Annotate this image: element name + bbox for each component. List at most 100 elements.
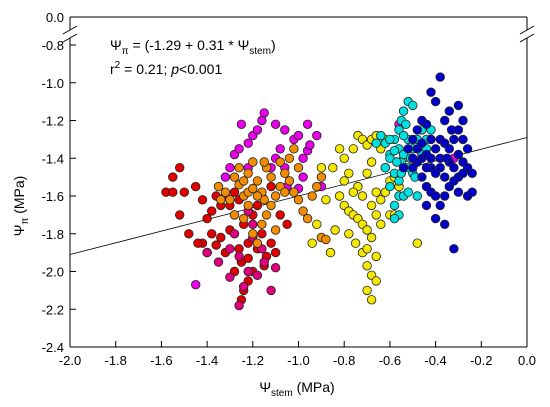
x-axis-title: Ψstem (MPa) [259, 379, 334, 399]
y-tick-label: -2.0 [42, 265, 64, 280]
data-point [408, 153, 418, 164]
x-tick-label: -1.4 [196, 353, 218, 368]
data-point [234, 162, 244, 173]
data-points [161, 72, 477, 311]
data-point [366, 200, 377, 211]
data-point [238, 213, 249, 224]
data-point [458, 168, 468, 179]
data-point [321, 234, 331, 245]
data-point [371, 276, 381, 286]
data-point [440, 191, 450, 201]
data-point [435, 200, 445, 211]
data-point [220, 172, 231, 182]
data-point [243, 138, 253, 148]
data-point [362, 244, 372, 254]
data-point [289, 187, 299, 197]
data-point [371, 251, 381, 262]
data-point [266, 200, 276, 211]
data-point [234, 251, 244, 262]
data-point [238, 176, 249, 186]
data-point [298, 153, 308, 164]
data-point [362, 168, 372, 179]
data-point [412, 238, 423, 248]
data-point [371, 138, 381, 148]
data-point [275, 144, 285, 154]
y-tick-label: -1.0 [42, 76, 64, 91]
data-point [234, 300, 244, 311]
data-point [174, 162, 185, 173]
data-point [213, 257, 224, 267]
data-point [261, 210, 272, 220]
data-point [275, 210, 285, 220]
data-point [350, 238, 361, 248]
data-point [408, 100, 418, 111]
data-point [344, 229, 354, 239]
data-point [325, 247, 336, 258]
data-point [316, 162, 327, 173]
data-point [179, 187, 190, 197]
data-point [412, 125, 423, 135]
data-point [202, 213, 212, 224]
data-point [440, 115, 450, 126]
data-point [366, 295, 377, 305]
data-point [467, 168, 477, 179]
data-point [266, 181, 276, 192]
data-point [366, 157, 377, 167]
data-point [168, 187, 178, 197]
axes [62, 16, 535, 348]
data-point [266, 285, 276, 296]
data-point [243, 266, 253, 277]
data-point [211, 240, 221, 250]
x-tick-label: -0.8 [333, 353, 355, 368]
data-point [417, 138, 427, 148]
data-point [449, 244, 459, 254]
data-point [449, 134, 459, 145]
data-point [243, 253, 253, 263]
data-point [248, 183, 258, 194]
data-point [270, 119, 281, 130]
data-point [236, 119, 247, 130]
data-point [307, 191, 317, 201]
data-point [252, 270, 263, 281]
data-point [248, 157, 258, 167]
data-point [408, 134, 418, 145]
data-point [348, 187, 359, 197]
data-point [453, 125, 464, 135]
data-point [252, 191, 263, 201]
data-point [252, 176, 263, 186]
data-point [389, 213, 400, 224]
data-point [339, 153, 349, 164]
data-point [266, 238, 276, 248]
data-point [376, 219, 386, 230]
data-point [430, 144, 441, 154]
x-tick-label: -0.4 [424, 353, 446, 368]
data-point [421, 200, 432, 211]
data-point [444, 144, 455, 154]
data-point [444, 106, 455, 116]
data-point [385, 181, 395, 192]
data-point [259, 108, 269, 118]
data-point [435, 72, 445, 82]
data-point [229, 229, 240, 239]
data-point [312, 130, 322, 141]
data-point [259, 157, 269, 167]
data-point [421, 162, 432, 173]
data-point [321, 195, 331, 205]
y-tick-label: -1.2 [42, 114, 64, 129]
data-point [257, 219, 267, 230]
data-point [266, 172, 276, 182]
data-point [376, 130, 386, 141]
x-tick-label: -1.8 [104, 353, 126, 368]
data-point [270, 191, 281, 201]
x-tick-label: -0.2 [470, 353, 492, 368]
data-point [371, 210, 381, 220]
data-point [312, 219, 322, 230]
data-point [417, 115, 427, 126]
y-tick-label: -1.6 [42, 189, 64, 204]
x-tick-label: -1.0 [287, 353, 309, 368]
data-point [380, 162, 391, 173]
data-point [282, 219, 292, 230]
data-point [389, 200, 400, 211]
data-point [334, 144, 345, 154]
